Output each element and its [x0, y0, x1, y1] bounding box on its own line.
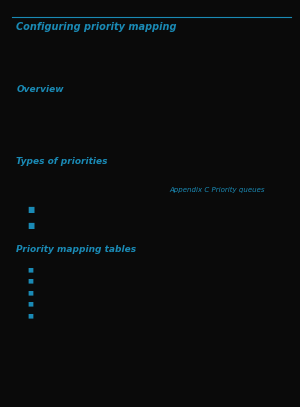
Text: ■: ■ — [27, 290, 33, 295]
Text: ■: ■ — [27, 313, 33, 318]
Text: Types of priorities: Types of priorities — [16, 157, 108, 166]
Text: ■: ■ — [27, 279, 33, 284]
Text: ■: ■ — [27, 205, 34, 214]
Text: ■: ■ — [27, 302, 33, 306]
Text: ■: ■ — [27, 267, 33, 272]
Text: Configuring priority mapping: Configuring priority mapping — [16, 22, 177, 33]
Text: Priority mapping tables: Priority mapping tables — [16, 245, 136, 254]
Text: Appendix C Priority queues: Appendix C Priority queues — [169, 186, 265, 193]
Text: ■: ■ — [27, 221, 34, 230]
Text: Overview: Overview — [16, 85, 64, 94]
